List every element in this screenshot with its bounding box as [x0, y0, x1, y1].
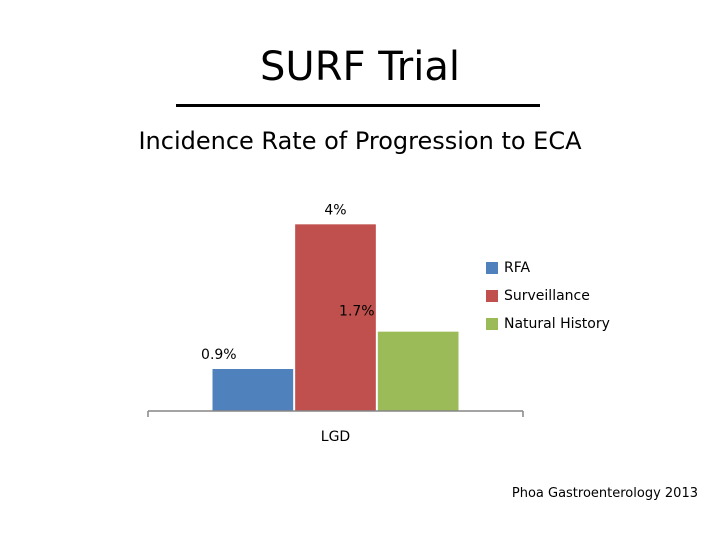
data-label-surveillance: 4%: [324, 202, 346, 218]
chart-subtitle: Incidence Rate of Progression to ECA: [138, 127, 582, 155]
slide-title: SURF Trial: [260, 44, 460, 90]
title-underline: [176, 104, 540, 107]
bar-natural-history: [377, 331, 459, 411]
bar-rfa: [212, 369, 294, 411]
legend-label: Natural History: [504, 316, 610, 332]
legend-label: Surveillance: [504, 288, 590, 304]
data-label-natural-history: 1.7%: [339, 304, 375, 320]
bar-surveillance: [295, 224, 376, 411]
x-tick-label: LGD: [321, 429, 350, 445]
legend-swatch: [486, 290, 498, 302]
x-tick-label-group: LGD: [321, 429, 350, 445]
legend-item-rfa: RFA: [486, 254, 610, 282]
bar-group: [212, 224, 459, 411]
data-label-group: 0.9% 4% 1.7%: [201, 202, 375, 363]
legend-item-natural-history: Natural History: [486, 310, 610, 338]
data-label-rfa: 0.9%: [201, 347, 237, 363]
chart-legend: RFA Surveillance Natural History: [486, 254, 610, 338]
legend-label: RFA: [504, 260, 531, 276]
legend-swatch: [486, 318, 498, 330]
legend-item-surveillance: Surveillance: [486, 282, 610, 310]
legend-swatch: [486, 262, 498, 274]
citation: Phoa Gastroenterology 2013: [511, 486, 698, 501]
